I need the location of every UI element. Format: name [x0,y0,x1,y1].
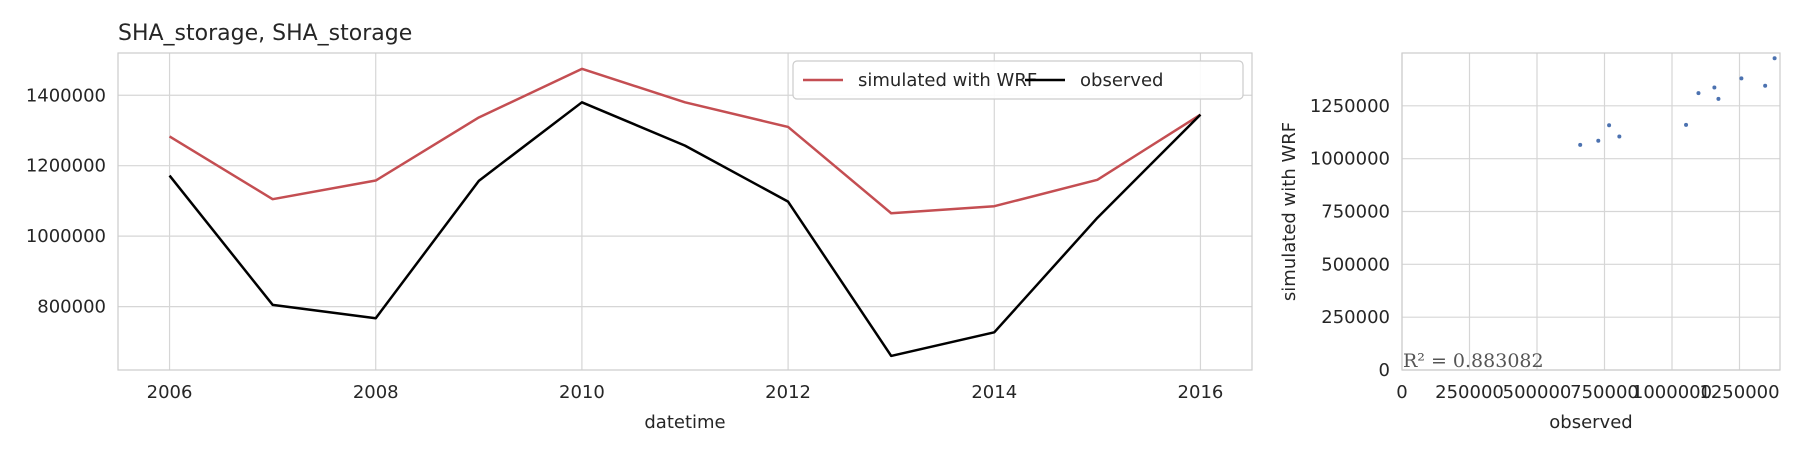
x-tick-label: 0 [1396,382,1407,403]
y-tick-label: 1000000 [26,226,106,247]
x-tick-label: 2012 [765,382,811,403]
scatter-y-ticks: 0 250000 500000 750000 1000000 1250000 [1310,96,1390,381]
line-chart-x-ticks: 2006 2008 2010 2012 2014 2016 [147,382,1224,403]
scatter-point [1716,96,1721,101]
y-tick-label: 1200000 [26,156,106,177]
x-tick-label: 2014 [971,382,1017,403]
legend-entry-simulated: simulated with WRF [803,70,1037,91]
legend-label: observed [1080,70,1163,91]
line-chart-frame [117,52,1253,371]
scatter-point [1617,134,1622,139]
x-tick-label: 1000000 [1632,382,1712,403]
legend: simulated with WRF observed [792,60,1244,100]
x-tick-label: 2010 [559,382,605,403]
y-tick-label: 0 [1379,360,1390,381]
x-tick-label: 2016 [1178,382,1224,403]
series-line-observed [168,101,1202,358]
y-tick-label: 750000 [1321,202,1390,223]
scatter-point [1712,85,1717,90]
x-tick-label: 500000 [1503,382,1572,403]
scatter-point [1596,138,1601,143]
y-tick-label: 1000000 [1310,149,1390,170]
x-tick-label: 2008 [353,382,399,403]
scatter-x-axis-label: observed [1549,412,1632,433]
line-chart-grid [118,53,1252,370]
scatter-chart-frame [1401,52,1781,371]
x-tick-label: 250000 [1435,382,1504,403]
legend-entry-observed: observed [1025,70,1163,91]
y-tick-label: 500000 [1321,254,1390,275]
chart-title: SHA_storage, SHA_storage [118,21,412,46]
scatter-point [1684,122,1689,127]
scatter-points [1578,56,1777,147]
scatter-chart-grid [1401,53,1780,371]
line-chart-y-ticks: 800000 1000000 1200000 1400000 [26,85,106,317]
x-axis-label: datetime [644,412,725,433]
y-tick-label: 1250000 [1310,96,1390,117]
legend-box [792,60,1244,100]
series-line-simulated [168,67,1202,215]
scatter-point [1739,76,1744,81]
scatter-point [1607,123,1612,128]
scatter-y-axis-label: simulated with WRF [1279,122,1300,301]
r-squared-annotation: R² = 0.883082 [1403,350,1544,372]
legend-label: simulated with WRF [858,70,1037,91]
y-tick-label: 1400000 [26,85,106,106]
scatter-point [1578,142,1583,147]
y-tick-label: 800000 [37,297,106,318]
scatter-point [1763,83,1768,88]
y-tick-label: 250000 [1321,307,1390,328]
scatter-point [1772,56,1777,61]
x-tick-label: 750000 [1570,382,1639,403]
scatter-point [1696,91,1701,96]
line-chart-panel: SHA_storage, SHA_storage 2006 2008 2010 201… [26,21,1253,433]
line-chart-series [168,67,1202,358]
x-tick-label: 2006 [147,382,193,403]
x-tick-label: 1250000 [1699,382,1779,403]
